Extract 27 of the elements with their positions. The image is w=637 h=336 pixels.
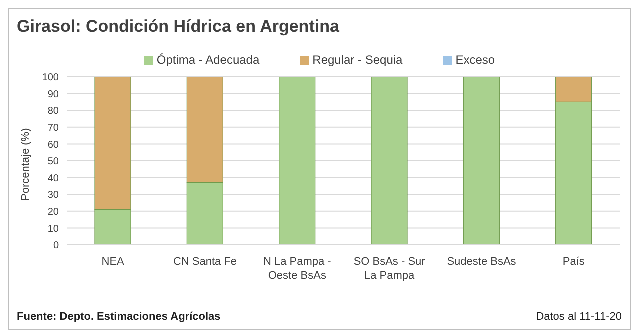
y-tick-label: 70 bbox=[48, 122, 60, 134]
y-tick-label: 80 bbox=[48, 106, 60, 118]
y-tick-label: 50 bbox=[48, 156, 60, 168]
y-tick-label: 20 bbox=[48, 206, 60, 218]
legend-label: Exceso bbox=[456, 53, 496, 67]
text: Datos al 11-11-20 bbox=[536, 311, 622, 323]
chart-title: Girasol: Condición Hídrica en Argentina bbox=[17, 17, 340, 37]
x-tick-label: CN Santa Fe bbox=[173, 256, 238, 268]
x-tick-label: N La Pampa - Oeste BsAs bbox=[263, 256, 332, 282]
y-tick-label: 30 bbox=[48, 190, 60, 202]
y-tick-label: 60 bbox=[48, 140, 60, 151]
x-tick-label: NEA bbox=[102, 256, 126, 268]
legend-label: Óptima - Adecuada bbox=[156, 53, 260, 67]
source-note: Fuente: Depto. Estimaciones Agrícolas bbox=[17, 311, 221, 323]
y-tick-label: 100 bbox=[42, 72, 60, 84]
x-tick-label: País bbox=[562, 256, 586, 268]
x-tick-label: Sudeste BsAs bbox=[447, 256, 517, 268]
y-tick-label: 40 bbox=[48, 173, 60, 184]
bar bbox=[371, 77, 408, 245]
y-tick-label: 90 bbox=[48, 89, 60, 100]
bar bbox=[463, 77, 500, 245]
y-tick-label: 0 bbox=[53, 240, 60, 252]
legend-label: Regular - Sequia bbox=[312, 53, 403, 67]
bar bbox=[279, 77, 316, 245]
y-tick-label: 10 bbox=[48, 224, 60, 235]
x-tick-label: SO BsAs - Sur La Pampa bbox=[354, 256, 426, 282]
y-axis-title: Porcentaje (%) bbox=[20, 128, 32, 201]
